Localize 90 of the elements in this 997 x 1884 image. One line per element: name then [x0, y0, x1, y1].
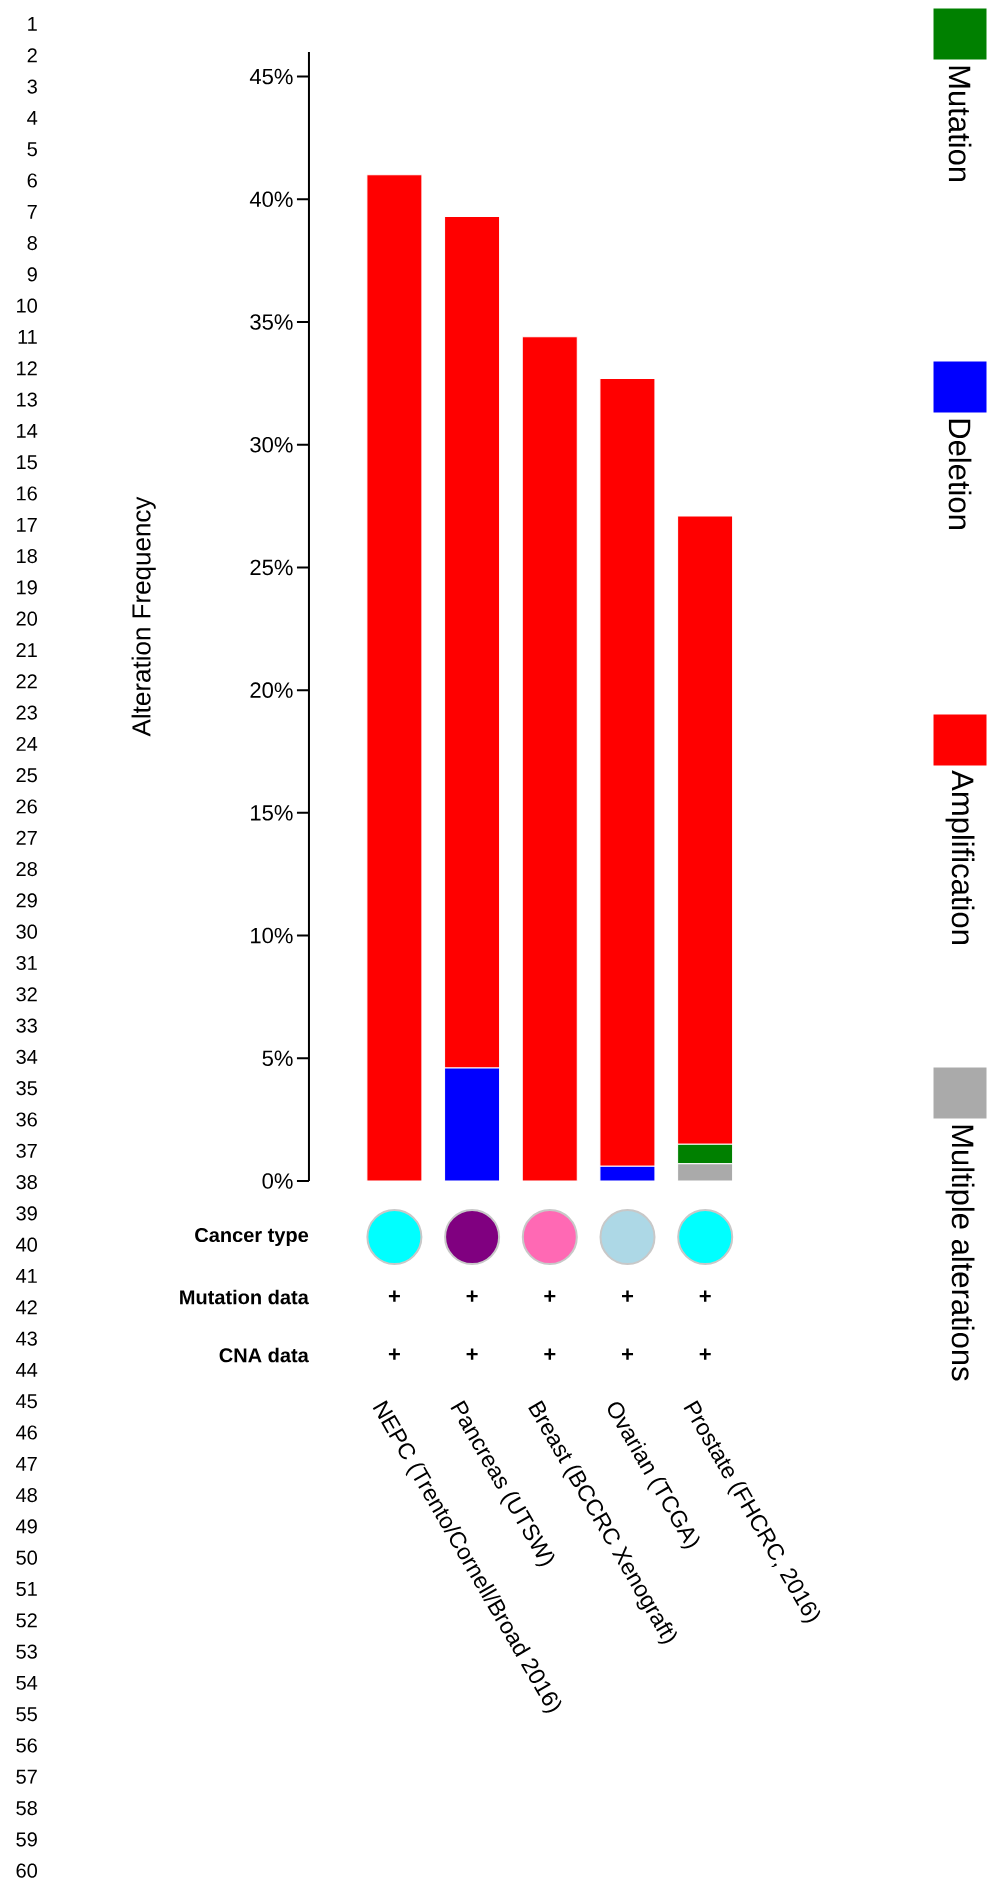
- text: 25: [16, 768, 37, 783]
- y-tick-label: 0%: [262, 1173, 293, 1189]
- text: 13: [17, 392, 37, 407]
- text: 8: [27, 236, 37, 251]
- y-tick-label: 20%: [250, 682, 293, 698]
- text: 14: [17, 424, 38, 438]
- text: 56: [16, 1738, 37, 1753]
- text: 12: [17, 361, 37, 376]
- legend-label: Mutation: [948, 66, 972, 182]
- text: 23: [16, 705, 37, 720]
- text: 57: [16, 1769, 37, 1784]
- text: 51: [16, 1582, 37, 1596]
- bar: [521, 336, 578, 1182]
- text: 37: [16, 1143, 37, 1158]
- text: 21: [16, 643, 37, 657]
- y-tick-label: 10%: [251, 927, 293, 944]
- text: 33: [16, 1018, 37, 1033]
- text: 26: [16, 799, 37, 814]
- legend-label: Multiple alterations: [945, 1125, 975, 1381]
- text: 41: [16, 1269, 37, 1283]
- text: 49: [16, 1519, 37, 1534]
- text: 27: [16, 830, 37, 845]
- text: 3: [27, 79, 37, 94]
- text: +: [699, 1348, 711, 1360]
- text: 50: [16, 1550, 38, 1565]
- y-tick-label: 30%: [250, 436, 293, 453]
- text: 48: [16, 1488, 37, 1503]
- text: 46: [16, 1425, 37, 1440]
- legend-label: Amplification: [945, 770, 975, 944]
- text: 58: [16, 1801, 37, 1816]
- y-tick-label: 5%: [262, 1050, 293, 1067]
- text: 54: [16, 1675, 38, 1690]
- text: 5: [27, 142, 37, 157]
- text: +: [622, 1348, 634, 1360]
- y-tick-label: 25%: [250, 559, 293, 576]
- text: 22: [16, 674, 37, 689]
- y-tick-label: 40%: [249, 191, 293, 208]
- legend-label: Deletion: [948, 419, 972, 529]
- text: 16: [17, 486, 37, 501]
- text: 44: [16, 1363, 38, 1377]
- text: 31: [16, 955, 37, 971]
- text: 20: [16, 611, 38, 626]
- text: 35: [16, 1081, 37, 1096]
- text: 40: [16, 1237, 38, 1252]
- text: 6: [27, 173, 37, 188]
- text: 55: [16, 1707, 37, 1722]
- text: 53: [16, 1644, 37, 1659]
- text: 17: [17, 517, 37, 532]
- text: 18: [17, 549, 37, 564]
- text: Mutation data: [180, 1289, 309, 1305]
- text: 42: [16, 1300, 37, 1315]
- y-tick-label: 15%: [251, 805, 293, 821]
- text: 9: [27, 267, 37, 282]
- text: 59: [16, 1832, 37, 1847]
- text: 28: [16, 862, 37, 877]
- text: 60: [16, 1863, 38, 1878]
- text: 32: [16, 987, 37, 1002]
- text: +: [544, 1348, 556, 1360]
- text: 4: [27, 111, 38, 125]
- text: 39: [16, 1206, 37, 1221]
- text: 34: [16, 1049, 38, 1064]
- text: 38: [16, 1175, 37, 1190]
- y-axis-title: Alteration Frequency: [131, 496, 156, 737]
- y-tick-label: 45%: [249, 68, 293, 85]
- text: CNA data: [219, 1347, 309, 1363]
- text: 11: [18, 330, 37, 344]
- text: 15: [17, 455, 37, 470]
- text: +: [466, 1290, 478, 1302]
- text: 1: [28, 17, 37, 31]
- text: 52: [16, 1613, 37, 1628]
- text: 45: [16, 1394, 37, 1409]
- text: 10: [17, 298, 38, 313]
- text: 47: [16, 1456, 37, 1471]
- y-tick-label: 35%: [250, 314, 293, 330]
- text: +: [699, 1290, 711, 1302]
- text: Cancer type: [195, 1227, 309, 1247]
- bar: [366, 174, 423, 1182]
- text: +: [544, 1290, 556, 1302]
- text: 29: [16, 893, 37, 908]
- text: 30: [16, 924, 38, 939]
- text: 36: [16, 1112, 37, 1127]
- text: 43: [16, 1331, 37, 1346]
- text: 7: [27, 204, 37, 219]
- text: +: [388, 1290, 400, 1302]
- text: 19: [17, 580, 37, 595]
- text: 2: [27, 48, 37, 63]
- text: +: [622, 1290, 634, 1302]
- text: +: [388, 1348, 400, 1360]
- text: +: [466, 1348, 478, 1360]
- text: 24: [16, 736, 38, 751]
